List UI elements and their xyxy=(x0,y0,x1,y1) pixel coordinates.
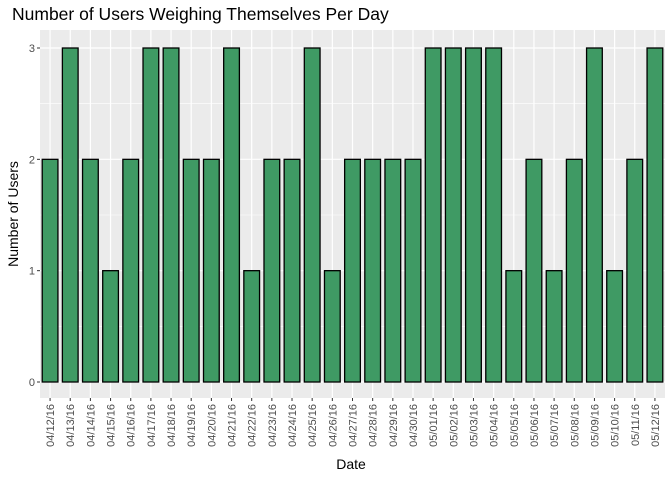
bar-04-25-16 xyxy=(303,47,321,383)
bar-05-05-16 xyxy=(505,270,523,383)
bar-05-07-16 xyxy=(545,270,563,383)
x-tick-label: 05/07/16 xyxy=(549,404,561,447)
x-tick-label: 05/02/16 xyxy=(448,404,460,447)
x-tick-label: 04/19/16 xyxy=(186,404,198,447)
y-tick-label: 2 xyxy=(29,154,35,166)
x-tick-label: 05/01/16 xyxy=(428,404,440,447)
bar-05-02-16 xyxy=(444,47,462,383)
bar-04-15-16 xyxy=(102,270,120,383)
x-tick-label: 04/29/16 xyxy=(388,404,400,447)
x-tick-label: 04/26/16 xyxy=(327,404,339,447)
bar-05-08-16 xyxy=(565,158,583,383)
x-tick-label: 04/18/16 xyxy=(166,404,178,447)
x-tick-label: 04/22/16 xyxy=(247,404,259,447)
bar-05-11-16 xyxy=(626,158,644,383)
x-tick-label: 04/23/16 xyxy=(267,404,279,447)
bar-05-12-16 xyxy=(646,47,664,383)
bar-04-14-16 xyxy=(81,158,99,383)
y-tick-label: 1 xyxy=(29,266,35,278)
x-tick-label: 05/09/16 xyxy=(589,404,601,447)
x-tick-label: 04/14/16 xyxy=(85,404,97,447)
x-tick-label: 05/05/16 xyxy=(509,404,521,447)
chart-title: Number of Users Weighing Themselves Per … xyxy=(12,4,389,24)
bar-04-30-16 xyxy=(404,158,422,383)
bar-05-06-16 xyxy=(525,158,543,383)
x-tick-label: 05/03/16 xyxy=(468,404,480,447)
x-tick-label: 04/15/16 xyxy=(106,404,118,447)
x-tick-label: 05/04/16 xyxy=(489,404,501,447)
x-tick-label: 05/10/16 xyxy=(610,404,622,447)
bar-04-29-16 xyxy=(384,158,402,383)
x-tick-label: 04/16/16 xyxy=(126,404,138,447)
x-tick-label: 05/11/16 xyxy=(630,404,642,446)
x-tick-label: 05/08/16 xyxy=(569,404,581,447)
x-tick-label: 04/13/16 xyxy=(65,404,77,447)
x-tick-label: 05/06/16 xyxy=(529,404,541,447)
x-axis-title: Date xyxy=(336,456,366,472)
bar-04-24-16 xyxy=(283,158,301,383)
y-axis-title: Number of Users xyxy=(5,161,21,267)
bar-05-01-16 xyxy=(424,47,442,383)
bar-04-16-16 xyxy=(122,158,140,383)
x-tick-label: 04/21/16 xyxy=(227,404,239,447)
bar-05-04-16 xyxy=(485,47,503,383)
y-axis: 0 1 2 3 xyxy=(29,43,40,389)
x-tick-label: 04/17/16 xyxy=(146,404,158,447)
y-tick-label: 0 xyxy=(29,377,35,389)
bar-04-20-16 xyxy=(202,158,220,383)
bar-04-17-16 xyxy=(142,47,160,383)
x-tick-label: 04/24/16 xyxy=(287,404,299,447)
bar-05-09-16 xyxy=(585,47,603,383)
bar-04-18-16 xyxy=(162,47,180,383)
bar-04-21-16 xyxy=(223,47,241,383)
bar-04-12-16 xyxy=(41,158,59,383)
x-tick-label: 04/12/16 xyxy=(45,404,57,447)
y-tick-label: 3 xyxy=(29,43,35,55)
bars xyxy=(41,47,664,383)
bar-05-03-16 xyxy=(464,47,482,383)
x-tick-label: 04/27/16 xyxy=(348,404,360,447)
bar-04-23-16 xyxy=(263,158,281,383)
x-tick-label: 04/20/16 xyxy=(206,404,218,447)
x-tick-label: 05/12/16 xyxy=(650,404,662,447)
bar-04-27-16 xyxy=(343,158,362,383)
x-tick-label: 04/30/16 xyxy=(408,404,420,447)
bar-05-10-16 xyxy=(606,270,624,383)
bar-04-13-16 xyxy=(61,47,79,383)
bar-04-26-16 xyxy=(323,270,341,383)
bar-04-28-16 xyxy=(364,158,382,383)
bar-04-19-16 xyxy=(182,158,200,383)
x-tick-label: 04/25/16 xyxy=(307,404,319,447)
x-tick-label: 04/28/16 xyxy=(368,404,380,447)
x-axis: 04/12/16 04/13/16 04/14/16 04/15/16 04/16/16… xyxy=(45,398,662,447)
bar-04-22-16 xyxy=(243,270,261,383)
